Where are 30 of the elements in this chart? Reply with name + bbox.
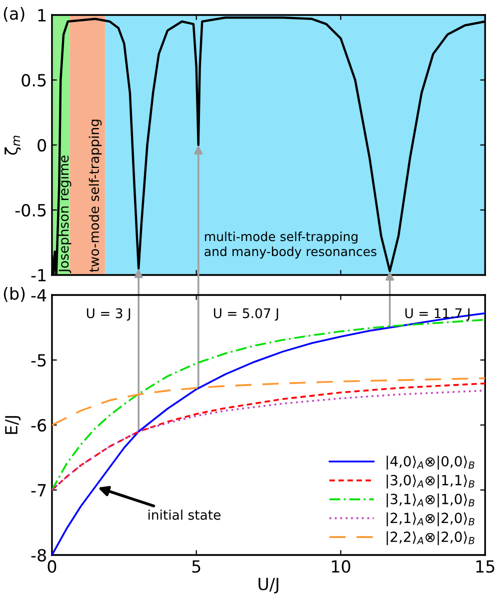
y-tick-label: -6 (31, 418, 46, 432)
y-tick-label: -1 (31, 269, 46, 282)
legend-label: |2,2⟩$_{A}$⊗|2,0⟩$_{B}$ (386, 531, 474, 546)
x-tick-label: 5 (192, 560, 200, 573)
y-tick-label: -5 (31, 354, 46, 367)
y-tick-label: -8 (31, 548, 46, 562)
annotation: initial state (148, 510, 220, 520)
x-tick-label: 0 (48, 560, 56, 573)
x-tick-label: 10 (332, 560, 350, 573)
y-axis-title: ζ$_{m}$ (4, 136, 21, 155)
x-axis-title: U/J (258, 578, 278, 594)
band-label: multi-mode self-trapping and many-body resonances (204, 232, 376, 259)
ref-line-label: U = 5.07 J (214, 308, 278, 321)
ref-line-label: U = 3 J (86, 308, 130, 321)
y-tick-label: 1 (38, 9, 46, 22)
text: (a) (4, 6, 24, 22)
y-axis-title: E/J (5, 416, 21, 434)
band-label: two-mode self-trapping (88, 120, 102, 272)
y-tick-label: 0 (38, 138, 46, 152)
legend-label: |4,0⟩$_{A}$⊗|0,0⟩$_{B}$ (386, 456, 474, 470)
y-tick-label: -7 (31, 484, 46, 496)
y-tick-label: -0.5 (15, 204, 46, 217)
y-tick-label: -4 (31, 289, 46, 302)
text: (b) (4, 286, 25, 302)
legend-label: |3,1⟩$_{A}$⊗|1,0⟩$_{B}$ (386, 493, 474, 508)
x-tick-label: 15 (476, 560, 494, 573)
legend-label: |3,0⟩$_{A}$⊗|1,1⟩$_{B}$ (386, 474, 474, 488)
y-tick-label: 0.5 (22, 74, 46, 87)
legend-label: |2,1⟩$_{A}$⊗|2,0⟩$_{B}$ (386, 512, 474, 526)
band-label: Josephson regime (58, 156, 72, 274)
